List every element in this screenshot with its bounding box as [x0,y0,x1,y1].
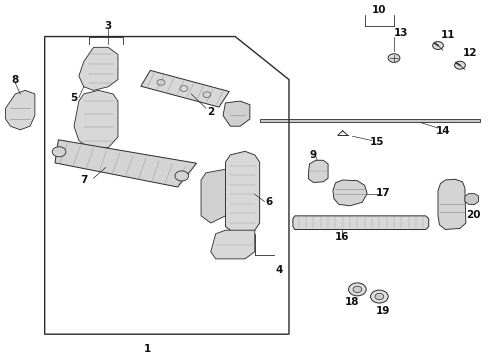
Text: 3: 3 [104,21,112,31]
Text: 6: 6 [266,197,273,207]
Text: 4: 4 [275,265,283,275]
Text: 11: 11 [441,30,455,40]
Polygon shape [465,194,479,204]
Polygon shape [438,179,466,229]
Polygon shape [225,151,260,234]
Circle shape [175,171,189,181]
Text: 5: 5 [71,93,77,103]
Text: 12: 12 [463,48,477,58]
Polygon shape [309,160,328,183]
Text: 15: 15 [369,138,384,147]
Polygon shape [223,101,250,126]
Text: 10: 10 [372,5,387,15]
Polygon shape [260,119,480,122]
Text: 1: 1 [144,343,151,354]
Polygon shape [79,47,118,90]
Text: 20: 20 [466,210,481,220]
Text: 13: 13 [394,28,409,38]
Text: 2: 2 [207,107,215,117]
Circle shape [455,61,466,69]
Circle shape [370,290,388,303]
Text: 9: 9 [310,150,317,160]
Text: 8: 8 [12,75,19,85]
Polygon shape [74,90,118,148]
Polygon shape [211,230,255,259]
Circle shape [353,286,362,293]
Text: 7: 7 [80,175,87,185]
Polygon shape [201,169,225,223]
Polygon shape [55,140,196,187]
Polygon shape [5,90,35,130]
Polygon shape [141,71,229,107]
Circle shape [348,283,366,296]
Text: 19: 19 [376,306,391,316]
Circle shape [388,54,400,62]
Circle shape [52,147,66,157]
Circle shape [433,41,443,49]
Text: 16: 16 [335,232,349,242]
Circle shape [375,293,384,300]
Text: 14: 14 [436,126,450,135]
Polygon shape [333,180,367,206]
Text: 18: 18 [345,297,360,307]
Polygon shape [293,216,429,229]
Text: 17: 17 [375,188,390,198]
